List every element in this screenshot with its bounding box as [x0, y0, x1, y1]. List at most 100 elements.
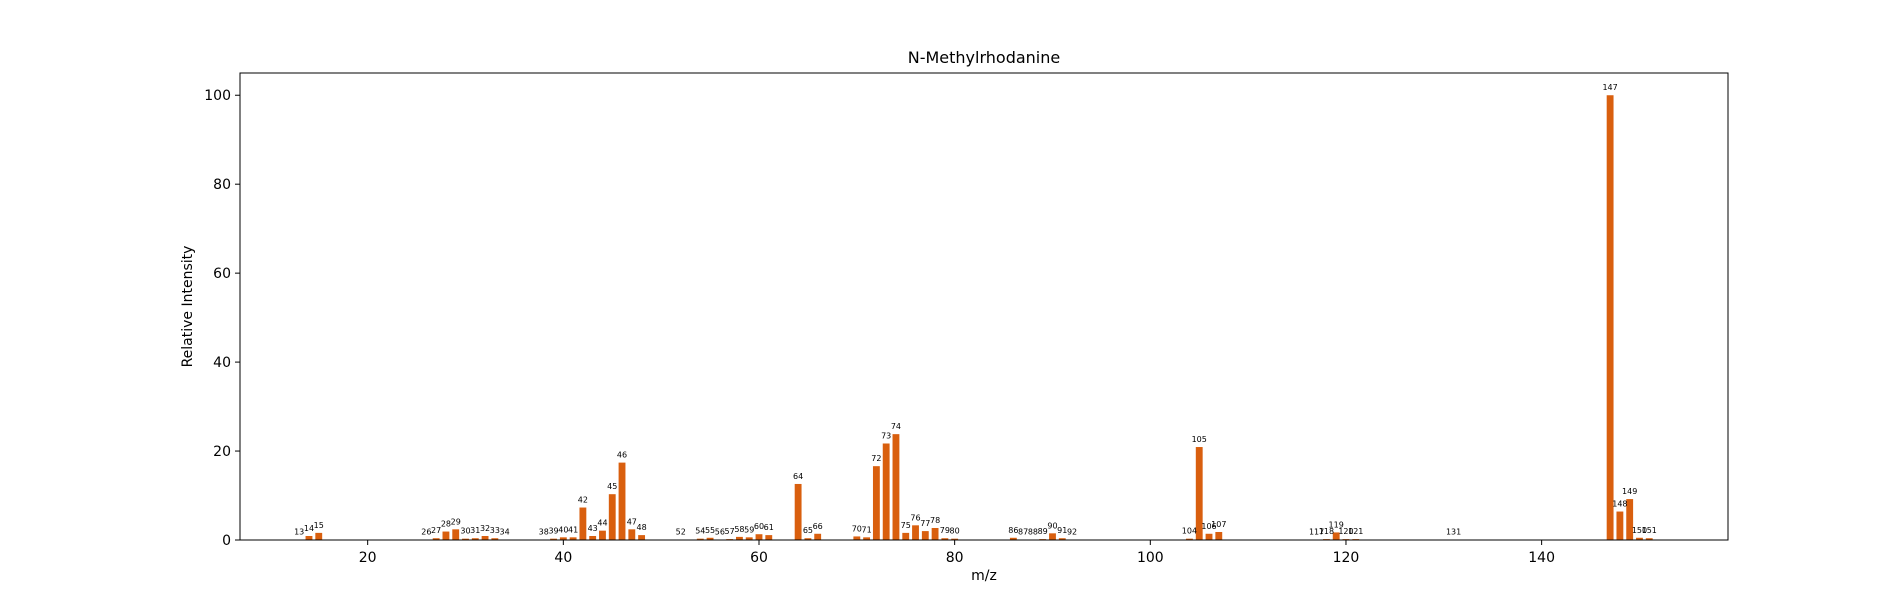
bar-label-mz-29: 29 [451, 517, 461, 526]
bar-mz-149 [1626, 499, 1634, 540]
bar-label-mz-148: 148 [1612, 500, 1627, 509]
bar-mz-106 [1205, 533, 1213, 540]
bar-label-mz-86: 86 [1008, 526, 1018, 535]
bar-mz-43 [589, 536, 597, 540]
bar-label-mz-38: 38 [539, 528, 549, 537]
bar-mz-105 [1195, 447, 1203, 540]
bar-label-mz-79: 79 [940, 526, 950, 535]
bar-label-mz-87: 87 [1018, 528, 1028, 537]
bar-label-mz-32: 32 [480, 524, 490, 533]
bar-mz-107 [1215, 531, 1223, 540]
bar-mz-48 [638, 535, 646, 540]
bar-label-mz-121: 121 [1348, 527, 1363, 536]
bar-label-mz-54: 54 [695, 527, 705, 536]
bar-mz-60 [755, 534, 763, 540]
bar-mz-119 [1332, 532, 1340, 540]
bar-label-mz-52: 52 [676, 528, 686, 537]
bar-label-mz-41: 41 [568, 525, 578, 534]
bar-label-mz-131: 131 [1446, 528, 1461, 537]
x-tick-label-120: 120 [1333, 550, 1360, 566]
x-tick-label-20: 20 [359, 550, 377, 566]
bar-mz-76 [912, 525, 919, 540]
bar-mz-29 [452, 529, 460, 540]
bar-label-mz-151: 151 [1642, 526, 1657, 535]
bar-mz-14 [305, 536, 313, 540]
bar-mz-90 [1049, 533, 1056, 540]
bar-mz-33 [491, 538, 499, 540]
bar-mz-27 [432, 538, 440, 540]
bar-label-mz-91: 91 [1057, 526, 1067, 535]
x-axis-label: m/z [971, 568, 997, 584]
bar-label-mz-92: 92 [1067, 528, 1077, 537]
bar-mz-55 [706, 537, 714, 540]
bar-label-mz-59: 59 [744, 525, 754, 534]
bar-mz-65 [804, 538, 812, 540]
bar-label-mz-39: 39 [548, 527, 558, 536]
bar-mz-74 [892, 434, 900, 540]
bar-label-mz-28: 28 [441, 520, 451, 529]
bar-mz-78 [931, 527, 939, 540]
bar-mz-91 [1058, 538, 1066, 540]
bar-label-mz-57: 57 [725, 527, 735, 536]
bar-label-mz-47: 47 [627, 517, 637, 526]
bar-label-mz-31: 31 [470, 526, 480, 535]
bar-mz-73 [882, 443, 890, 540]
bar-label-mz-55: 55 [705, 526, 715, 535]
bar-mz-41 [569, 537, 577, 540]
bar-label-mz-14: 14 [304, 524, 314, 533]
bar-label-mz-89: 89 [1038, 527, 1048, 536]
bar-mz-70 [853, 536, 861, 540]
bar-label-mz-48: 48 [636, 523, 646, 532]
bar-mz-147 [1606, 95, 1614, 541]
bar-label-mz-147: 147 [1602, 83, 1617, 92]
bar-label-mz-80: 80 [950, 527, 960, 536]
x-tick-label-140: 140 [1528, 550, 1555, 566]
bar-mz-15 [315, 532, 323, 540]
bar-mz-46 [618, 462, 626, 540]
bar-mz-79 [941, 538, 949, 540]
bar-label-mz-58: 58 [734, 525, 744, 534]
bar-label-mz-61: 61 [764, 523, 774, 532]
bar-label-mz-13: 13 [294, 528, 304, 537]
bar-mz-86 [1009, 537, 1017, 540]
bar-label-mz-74: 74 [891, 422, 901, 431]
bar-label-mz-76: 76 [910, 513, 920, 522]
y-axis-ticks: 0 20 40 60 80 100 [204, 88, 240, 549]
y-tick-label-20: 20 [213, 444, 231, 460]
bar-mz-71 [863, 537, 871, 540]
bar-mz-39 [550, 538, 557, 540]
bar-label-mz-34: 34 [500, 528, 510, 537]
bar-label-mz-33: 33 [490, 526, 500, 535]
bar-mz-104 [1186, 538, 1193, 540]
bar-mz-80 [951, 538, 959, 540]
bar-mz-30 [462, 538, 469, 540]
bar-mz-59 [745, 537, 753, 540]
bar-label-mz-119: 119 [1329, 520, 1344, 529]
bar-label-mz-75: 75 [901, 521, 911, 530]
bar-label-mz-149: 149 [1622, 487, 1637, 496]
bar-label-mz-71: 71 [862, 525, 872, 534]
bar-label-mz-117: 117 [1309, 528, 1324, 537]
bar-label-mz-70: 70 [852, 524, 862, 533]
bar-label-mz-65: 65 [803, 526, 813, 535]
y-tick-label-0: 0 [222, 533, 231, 549]
bar-mz-150 [1636, 537, 1643, 540]
bar-label-mz-72: 72 [871, 454, 881, 463]
bar-mz-77 [921, 531, 929, 540]
bar-mz-54 [696, 538, 704, 540]
bar-mz-44 [599, 530, 606, 540]
bar-label-mz-15: 15 [314, 521, 324, 530]
plot-frame [239, 72, 1729, 541]
bar-label-mz-107: 107 [1211, 520, 1226, 529]
bar-mz-75 [902, 532, 910, 540]
bar-mz-40 [559, 537, 567, 540]
bars-layer [295, 95, 1653, 541]
bar-label-mz-44: 44 [597, 519, 607, 528]
bar-mz-72 [872, 466, 880, 540]
bar-label-mz-46: 46 [617, 451, 627, 460]
bar-mz-148 [1616, 511, 1624, 540]
bar-mz-64 [794, 483, 802, 540]
bar-label-mz-118: 118 [1319, 527, 1334, 536]
